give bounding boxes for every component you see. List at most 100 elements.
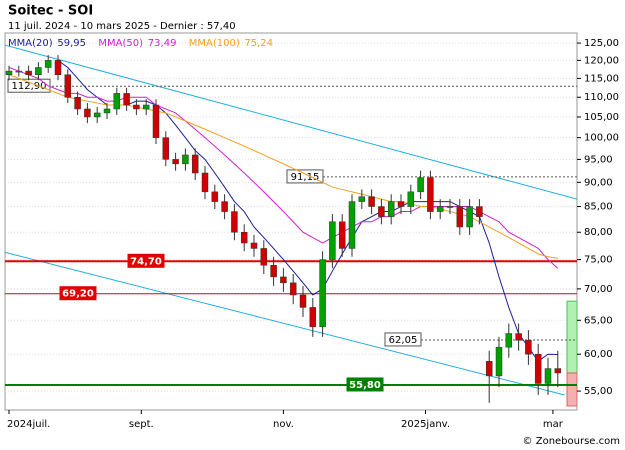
x-tick-label: sept. (129, 419, 154, 430)
moving-average (8, 74, 558, 259)
legend-name: MMA(20) (8, 38, 53, 49)
trend-line (5, 251, 565, 396)
candle-body (260, 248, 268, 266)
level-label: 55,80 (349, 380, 381, 391)
candle-body (446, 206, 454, 208)
candle-body (103, 108, 111, 114)
y-tick-label: 100,00 (584, 133, 619, 144)
plot-frame (4, 32, 578, 411)
candle-body (476, 206, 483, 217)
x-tick-label: 2024juil. (7, 419, 50, 430)
level-label: 62,05 (389, 335, 418, 346)
candle-body (378, 206, 385, 217)
y-tick-label: 70,00 (584, 284, 613, 295)
candle-body (172, 159, 179, 165)
candle-body (240, 231, 248, 244)
trend-line (5, 44, 577, 200)
moving-average (8, 67, 559, 269)
level-label-box (346, 377, 384, 392)
x-tick-label: 2025janv. (401, 419, 450, 430)
y-tick-label: 75,00 (584, 255, 613, 266)
range-up (566, 300, 577, 374)
legend-value: 73,49 (148, 38, 177, 49)
candle-body (319, 259, 326, 328)
legend-value: 59,95 (57, 38, 86, 49)
candle-body (113, 93, 121, 110)
candle-body (289, 282, 297, 296)
candle-body (397, 201, 405, 207)
y-tick-label: 55,00 (584, 386, 613, 397)
candle-body (15, 70, 23, 73)
candle-body (534, 353, 542, 384)
candle-body (201, 172, 209, 193)
candle-body (162, 137, 170, 160)
candle-body (25, 70, 32, 75)
level-label-box (59, 286, 97, 301)
candle-body (152, 104, 160, 138)
candle-body (358, 196, 366, 202)
level-label: 112,90 (12, 81, 47, 92)
plot-area: 112,90 91,15 74,70 69,20 62,05 55,80 (5, 44, 577, 407)
level-label: 74,70 (130, 256, 162, 267)
candle-body (44, 60, 52, 68)
legend-name: MMA(50) (98, 38, 143, 49)
candle-body (525, 340, 532, 355)
candle-body (436, 206, 444, 212)
candle-body (74, 96, 81, 110)
legend-value: 75,24 (244, 38, 273, 49)
level-label-box (384, 332, 422, 347)
y-tick-label: 90,00 (584, 177, 613, 188)
y-tick-label: 110,00 (584, 92, 619, 103)
candle-body (309, 307, 317, 328)
candle-body (221, 201, 228, 212)
level-label-box (127, 253, 165, 268)
candle-body (93, 112, 101, 118)
candle-body (142, 104, 150, 110)
y-tick-label: 125,00 (584, 38, 619, 49)
y-tick-label: 80,00 (584, 227, 613, 238)
candle-body (554, 368, 562, 374)
candle-body (123, 93, 130, 106)
candle-body (211, 191, 219, 202)
candle-body (466, 206, 473, 228)
candle-body (5, 70, 13, 75)
footer: © Zonebourse.com (523, 436, 620, 447)
candle-body (64, 74, 72, 98)
y-tick-label: 105,00 (584, 112, 619, 123)
candle-body (329, 221, 336, 260)
candle-body (387, 201, 395, 217)
candle-body (407, 191, 415, 207)
candle-body (495, 346, 503, 377)
y-tick-label: 60,00 (584, 349, 613, 360)
candle-body (280, 276, 287, 284)
candle-body (270, 265, 277, 278)
candle-body (35, 67, 42, 75)
level-label: 91,15 (291, 172, 320, 183)
level-label-box (286, 169, 324, 184)
x-tick-label: mar (543, 419, 564, 430)
candle-body (456, 206, 464, 228)
candle-body (191, 154, 199, 174)
level-label: 69,20 (62, 289, 94, 300)
chart-subtitle: 11 juil. 2024 - 10 mars 2025 - Dernier :… (8, 21, 236, 32)
legend-name: MMA(100) (189, 38, 240, 49)
candle-body (368, 196, 375, 207)
y-tick-label: 115,00 (584, 73, 619, 84)
candle-body (133, 104, 140, 110)
candle-body (299, 294, 307, 308)
candle-body (427, 177, 434, 212)
candle-body (231, 211, 238, 233)
candle-body (544, 368, 552, 384)
candle-body (250, 242, 258, 249)
range-down (566, 372, 577, 407)
chart-title: Soitec - SOI (8, 4, 93, 19)
x-tick-label: nov. (273, 419, 294, 430)
moving-average (57, 59, 558, 363)
candle-body (485, 361, 493, 377)
candle-body (338, 221, 346, 249)
candle-body (54, 60, 62, 75)
y-tick-label: 120,00 (584, 55, 619, 66)
y-tick-label: 65,00 (584, 315, 613, 326)
